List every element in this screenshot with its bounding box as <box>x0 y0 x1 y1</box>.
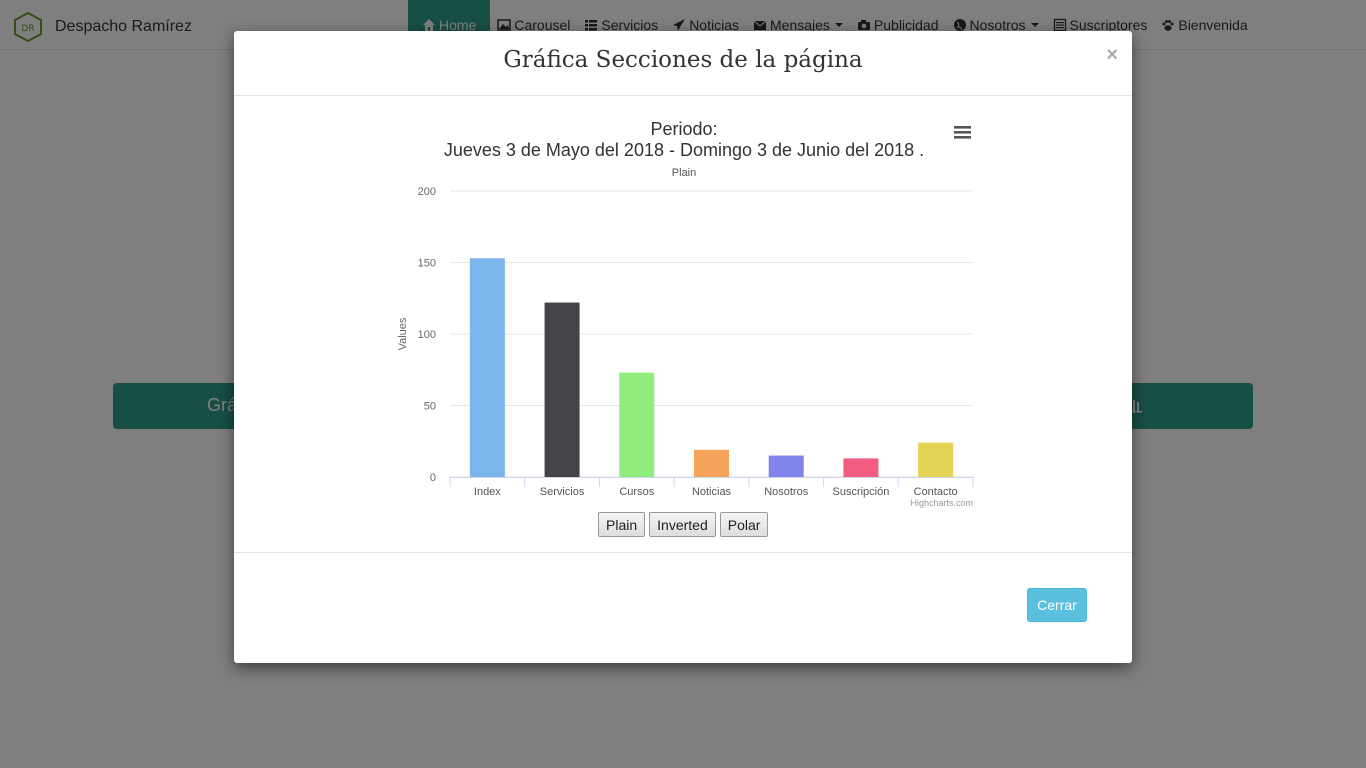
bar-cursos <box>619 372 655 477</box>
x-tick-label: Index <box>474 486 501 498</box>
chart-credits: Highcharts.com <box>910 498 973 508</box>
menu-icon-line <box>954 131 971 134</box>
bar-chart: Periodo: Jueves 3 de Mayo del 2018 - Domi… <box>384 111 984 511</box>
bar-noticias <box>694 449 729 477</box>
y-axis-label: Values <box>397 317 409 350</box>
modal-footer: Cerrar <box>234 552 1132 663</box>
polar-button[interactable]: Polar <box>719 512 769 537</box>
cerrar-button[interactable]: Cerrar <box>1027 588 1087 622</box>
x-tick-label: Suscripción <box>832 486 889 498</box>
menu-icon-line <box>954 126 971 129</box>
chart-type-toggles: Plain Inverted Polar <box>598 512 769 537</box>
bar-index <box>469 258 505 477</box>
inverted-button[interactable]: Inverted <box>649 512 716 537</box>
modal-title: Gráfica Secciones de la página <box>503 47 863 73</box>
bar-contacto <box>918 442 954 477</box>
y-tick-label: 50 <box>424 401 436 413</box>
chart-subtitle: Plain <box>672 167 696 179</box>
y-tick-label: 0 <box>430 472 436 484</box>
chart-title-line2: Jueves 3 de Mayo del 2018 - Domingo 3 de… <box>444 140 924 160</box>
y-tick-label: 150 <box>418 258 436 270</box>
x-tick-label: Noticias <box>692 486 732 498</box>
x-tick-label: Contacto <box>914 486 958 498</box>
bar-servicios <box>544 302 580 477</box>
chart-modal: Gráfica Secciones de la página × Periodo… <box>234 31 1132 663</box>
bar-nosotros <box>768 455 804 477</box>
y-tick-label: 200 <box>418 186 436 198</box>
plain-button[interactable]: Plain <box>598 512 646 537</box>
x-tick-label: Cursos <box>619 486 654 498</box>
x-tick-label: Servicios <box>540 486 585 498</box>
chart-svg: Periodo:Jueves 3 de Mayo del 2018 - Domi… <box>397 119 974 508</box>
close-button[interactable]: × <box>1106 44 1118 66</box>
x-tick-label: Nosotros <box>764 486 809 498</box>
y-tick-label: 100 <box>418 329 436 341</box>
bar-suscripción <box>843 458 879 477</box>
chart-title-line1: Periodo: <box>650 119 717 139</box>
modal-header: Gráfica Secciones de la página × <box>234 31 1132 96</box>
menu-icon-line <box>954 136 971 139</box>
